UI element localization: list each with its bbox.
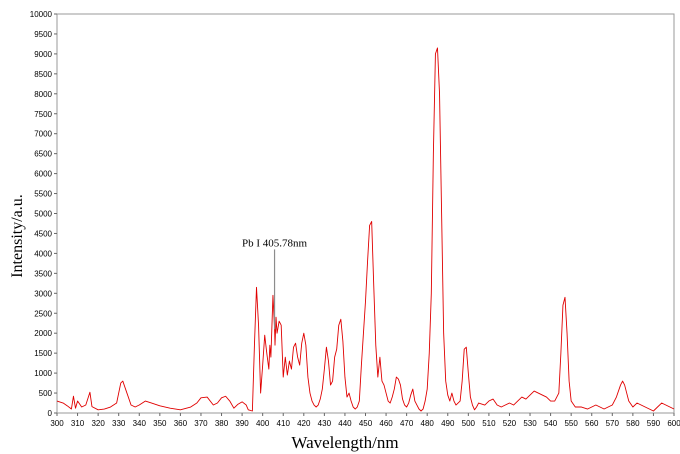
x-tick-label: 370 — [194, 419, 208, 428]
y-tick-label: 3000 — [34, 289, 52, 298]
y-axis-title: Intensity/a.u. — [9, 194, 26, 278]
x-tick-label: 410 — [277, 419, 291, 428]
x-tick-label: 390 — [235, 419, 249, 428]
plot-area — [56, 13, 675, 414]
y-tick-label: 5500 — [34, 190, 52, 199]
y-tick-label: 2500 — [34, 309, 52, 318]
y-tick-label: 6000 — [34, 170, 52, 179]
y-tick-label: 1500 — [34, 349, 52, 358]
y-tick-label: 8500 — [34, 70, 52, 79]
x-tick-label: 340 — [133, 419, 147, 428]
x-tick-label: 540 — [544, 419, 558, 428]
x-tick-label: 330 — [112, 419, 126, 428]
x-tick-label: 520 — [503, 419, 517, 428]
x-tick-label: 470 — [400, 419, 414, 428]
y-tick-label: 0 — [48, 409, 53, 418]
x-tick-label: 440 — [338, 419, 352, 428]
y-tick-label: 500 — [39, 389, 53, 398]
x-tick-label: 360 — [174, 419, 188, 428]
x-tick-label: 530 — [523, 419, 537, 428]
x-tick-label: 420 — [297, 419, 311, 428]
y-axis-ticks: 0 500 1000 1500 2000 2500 3000 3500 4000 4500 5000… — [30, 10, 57, 418]
spectrum-line — [56, 47, 675, 412]
y-tick-label: 6500 — [34, 150, 52, 159]
x-tick-label: 450 — [359, 419, 373, 428]
annotation-label: Pb I 405.78nm — [242, 237, 308, 249]
x-tick-label: 480 — [421, 419, 435, 428]
y-tick-label: 3500 — [34, 269, 52, 278]
x-tick-label: 310 — [71, 419, 85, 428]
x-tick-label: 560 — [585, 419, 599, 428]
y-tick-label: 9000 — [34, 50, 52, 59]
x-tick-label: 380 — [215, 419, 229, 428]
x-tick-label: 320 — [91, 419, 105, 428]
x-tick-label: 300 — [50, 419, 64, 428]
x-tick-label: 430 — [318, 419, 332, 428]
x-tick-label: 460 — [379, 419, 393, 428]
y-tick-label: 7000 — [34, 130, 52, 139]
y-tick-label: 4000 — [34, 249, 52, 258]
x-tick-label: 570 — [606, 419, 620, 428]
x-tick-label: 600 — [667, 419, 680, 428]
y-tick-label: 7500 — [34, 110, 52, 119]
x-tick-label: 490 — [441, 419, 455, 428]
y-tick-label: 10000 — [30, 10, 53, 19]
x-axis-title: Wavelength/nm — [291, 433, 398, 452]
x-tick-label: 510 — [482, 419, 496, 428]
x-tick-label: 550 — [564, 419, 578, 428]
y-tick-label: 2000 — [34, 329, 52, 338]
y-tick-label: 9500 — [34, 30, 52, 39]
x-tick-label: 350 — [153, 419, 167, 428]
x-tick-label: 580 — [626, 419, 640, 428]
y-tick-label: 1000 — [34, 369, 52, 378]
y-tick-label: 5000 — [34, 210, 52, 219]
x-axis-ticks: 300 310 320 330 340 350 360 370 380 390 400 410 420 4… — [50, 413, 680, 428]
y-tick-label: 4500 — [34, 229, 52, 238]
y-tick-label: 8000 — [34, 90, 52, 99]
x-tick-label: 590 — [647, 419, 661, 428]
x-tick-label: 500 — [462, 419, 476, 428]
x-tick-label: 400 — [256, 419, 270, 428]
